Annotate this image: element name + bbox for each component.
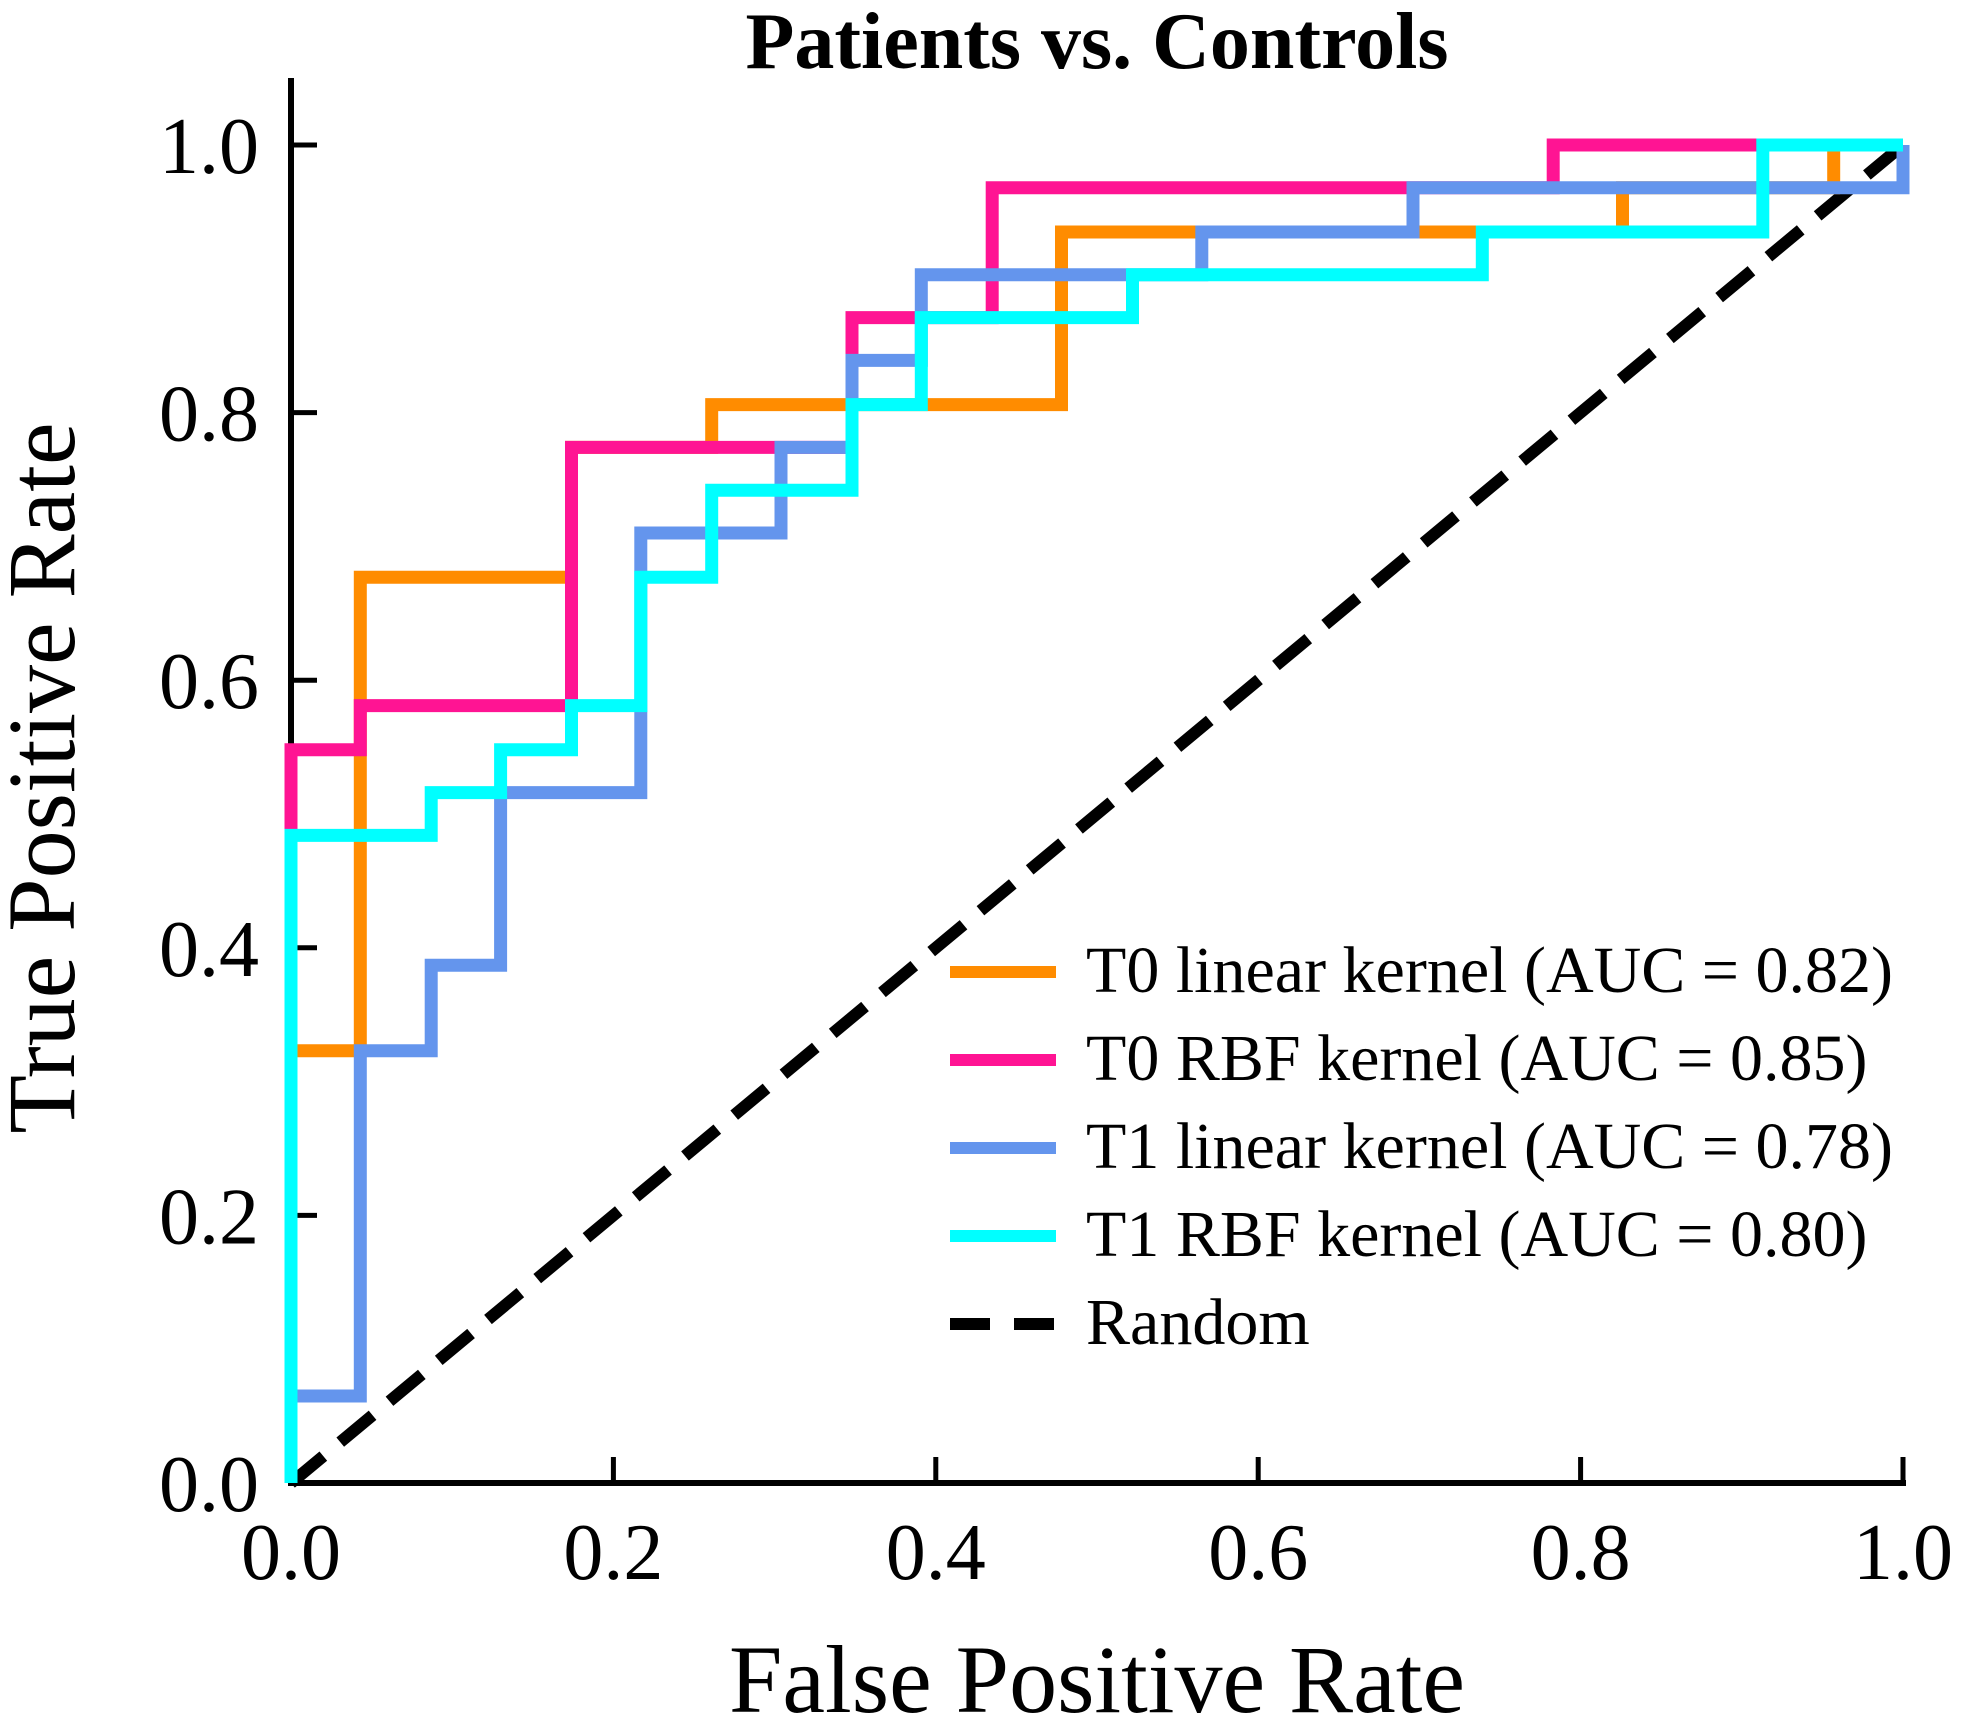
series-4-line [284, 138, 1903, 1483]
legend-label-5: Random [1086, 1286, 1310, 1359]
legend-label-4: T1 RBF kernel (AUC = 0.80) [1086, 1198, 1868, 1271]
series-layer [284, 138, 1910, 1488]
x-tick-label: 0.2 [563, 1509, 663, 1597]
y-tick-label: 0.0 [159, 1441, 259, 1529]
x-tick-label: 0.0 [241, 1509, 341, 1597]
y-tick-label: 0.8 [159, 371, 259, 459]
x-tick-label: 0.8 [1531, 1509, 1631, 1597]
x-tick-label: 0.4 [886, 1509, 986, 1597]
x-tick-label: 1.0 [1853, 1509, 1953, 1597]
chart-title: Patients vs. Controls [746, 0, 1449, 86]
y-tick-label: 1.0 [159, 103, 259, 191]
axes: 0.0 0.2 0.4 0.6 0.8 1.0 0.0 0.2 0.4 0.6 0.8 1.0 [159, 78, 1953, 1597]
random-baseline-line [287, 140, 1907, 1488]
y-tick-label: 0.2 [159, 1173, 259, 1261]
y-tick-label: 0.6 [159, 638, 259, 726]
legend: T0 linear kernel (AUC = 0.82) T0 RBF kern… [950, 934, 1893, 1359]
x-tick-label: 0.6 [1208, 1509, 1308, 1597]
legend-label-1: T0 linear kernel (AUC = 0.82) [1086, 934, 1893, 1007]
legend-label-3: T1 linear kernel (AUC = 0.78) [1086, 1110, 1893, 1183]
x-axis-label: False Positive Rate [729, 1626, 1465, 1721]
y-axis-label: True Positive Rate [0, 422, 95, 1133]
legend-label-2: T0 RBF kernel (AUC = 0.85) [1086, 1022, 1868, 1095]
y-tick-label: 0.4 [159, 906, 259, 994]
